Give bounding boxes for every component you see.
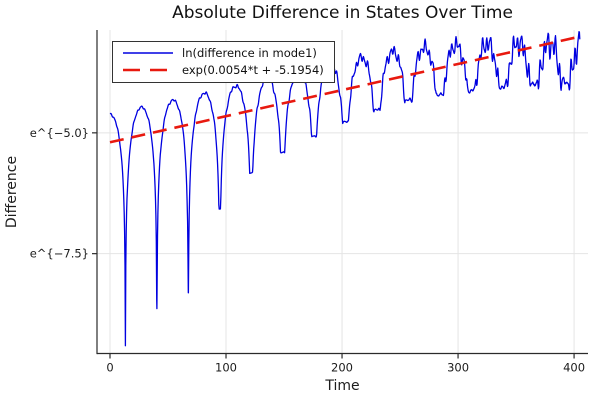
y-axis-label: Difference: [4, 155, 20, 229]
legend-solid-line-sample: [123, 52, 173, 54]
x-tick-label: 100: [215, 361, 237, 375]
y-tick-label: e^{−5.0}: [30, 126, 89, 140]
x-tick-label: 0: [106, 361, 113, 375]
x-tick-label: 300: [447, 361, 469, 375]
x-axis-label: Time: [325, 378, 360, 394]
legend-entry-data-series: ln(difference in mode1): [121, 45, 324, 61]
x-tick-label: 400: [563, 361, 585, 375]
x-tick-label: 200: [331, 361, 353, 375]
legend-label-fit-series: exp(0.0054*t + -5.1954): [182, 63, 324, 77]
y-tick-label: e^{−7.5}: [30, 247, 89, 261]
legend-entry-fit-series: exp(0.0054*t + -5.1954): [121, 62, 324, 78]
legend: ln(difference in mode1) exp(0.0054*t + -…: [112, 41, 335, 83]
chart-title: Absolute Difference in States Over Time: [172, 3, 513, 23]
legend-dashed-line-sample: [123, 68, 173, 72]
series-line-fit: [109, 34, 583, 144]
legend-label-data-series: ln(difference in mode1): [182, 46, 317, 60]
series-line-data: [109, 31, 581, 347]
